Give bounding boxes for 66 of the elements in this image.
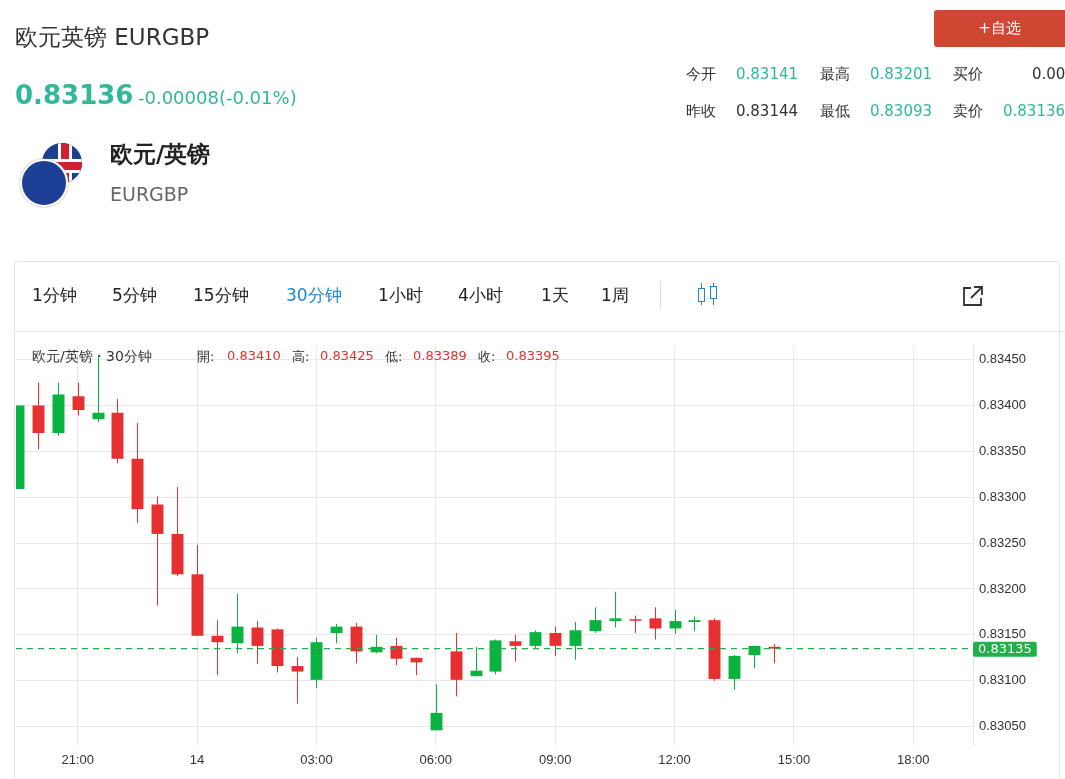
text: 1天 bbox=[541, 284, 569, 307]
text: 0.83141 bbox=[736, 65, 799, 83]
annotation: 欧元/英镑 · 30分钟 bbox=[32, 348, 152, 366]
candlestick bbox=[589, 606, 602, 634]
y-tick-label: 0.83150 bbox=[979, 626, 1026, 642]
text: +自选 bbox=[934, 10, 1065, 47]
annotation: 高: bbox=[292, 348, 310, 366]
candlestick bbox=[291, 656, 304, 705]
text: 0.83093 bbox=[870, 102, 933, 120]
candlestick bbox=[728, 654, 741, 691]
candlestick bbox=[549, 626, 562, 657]
x-tick-label: 21:00 bbox=[61, 752, 94, 768]
text: -0.00008(-0.01%) bbox=[138, 87, 297, 108]
y-tick-label: 0.83250 bbox=[979, 534, 1026, 550]
annotation: 低: bbox=[385, 348, 403, 366]
text: 0.83201 bbox=[870, 65, 933, 83]
x-tick-label: 06:00 bbox=[419, 752, 453, 768]
y-tick-label: 0.83100 bbox=[979, 672, 1026, 688]
text: 最低 bbox=[820, 102, 850, 121]
candlestick bbox=[509, 634, 522, 662]
candlestick bbox=[569, 621, 582, 661]
annotation: 0.83425 bbox=[320, 348, 374, 363]
y-tick-label: 0.83200 bbox=[979, 580, 1026, 596]
candlestick bbox=[251, 620, 264, 665]
x-tick-label: 09:00 bbox=[538, 752, 572, 768]
candlestick bbox=[430, 683, 443, 731]
x-tick-label: 03:00 bbox=[300, 752, 333, 768]
text: 0.83144 bbox=[736, 102, 799, 120]
text: 最高 bbox=[820, 65, 850, 84]
text: 1小时 bbox=[378, 284, 423, 307]
y-tick-label: 0.83050 bbox=[979, 718, 1026, 734]
annotation: 收: bbox=[478, 348, 496, 366]
y-tick-label: 0.83450 bbox=[979, 351, 1026, 367]
y-tick-label: 0.83300 bbox=[979, 488, 1026, 504]
x-tick-label: 14 bbox=[189, 752, 205, 768]
x-tick-label: 15:00 bbox=[777, 752, 811, 768]
candlestick bbox=[390, 637, 403, 666]
text: 0.00 bbox=[1032, 65, 1065, 83]
annotation: 0.83410 bbox=[227, 348, 281, 363]
text: 0.83136 bbox=[1003, 102, 1065, 120]
x-tick-label: 18:00 bbox=[897, 752, 930, 768]
x-tick-label: 12:00 bbox=[658, 752, 691, 768]
ref-line-label: 0.83135 bbox=[978, 641, 1032, 657]
y-tick-label: 0.83350 bbox=[979, 442, 1026, 458]
text: 欧元/英镑 bbox=[110, 140, 211, 169]
text: 1分钟 bbox=[32, 284, 77, 307]
text: 1周 bbox=[601, 284, 629, 307]
text: EURGBP bbox=[110, 183, 189, 205]
y-tick-label: 0.83400 bbox=[979, 397, 1026, 413]
text: 30分钟 bbox=[286, 284, 342, 307]
candlestick bbox=[72, 382, 85, 417]
text: 0.83136 bbox=[15, 80, 134, 110]
chart-title: 欧元英镑 EURGBP bbox=[15, 23, 210, 52]
candlestick bbox=[529, 629, 542, 650]
text: 5分钟 bbox=[112, 284, 157, 307]
annotation: 開: bbox=[197, 348, 215, 366]
text: 昨收 bbox=[686, 102, 716, 121]
text: 卖价 bbox=[953, 102, 983, 121]
annotation: 0.83395 bbox=[506, 348, 560, 363]
annotation: 0.83389 bbox=[413, 348, 467, 363]
text: 15分钟 bbox=[193, 284, 249, 307]
text: 4小时 bbox=[458, 284, 503, 307]
text: 买价 bbox=[953, 65, 983, 84]
text: 今开 bbox=[686, 65, 716, 84]
candlestick bbox=[649, 606, 662, 640]
candlestick bbox=[609, 591, 622, 629]
